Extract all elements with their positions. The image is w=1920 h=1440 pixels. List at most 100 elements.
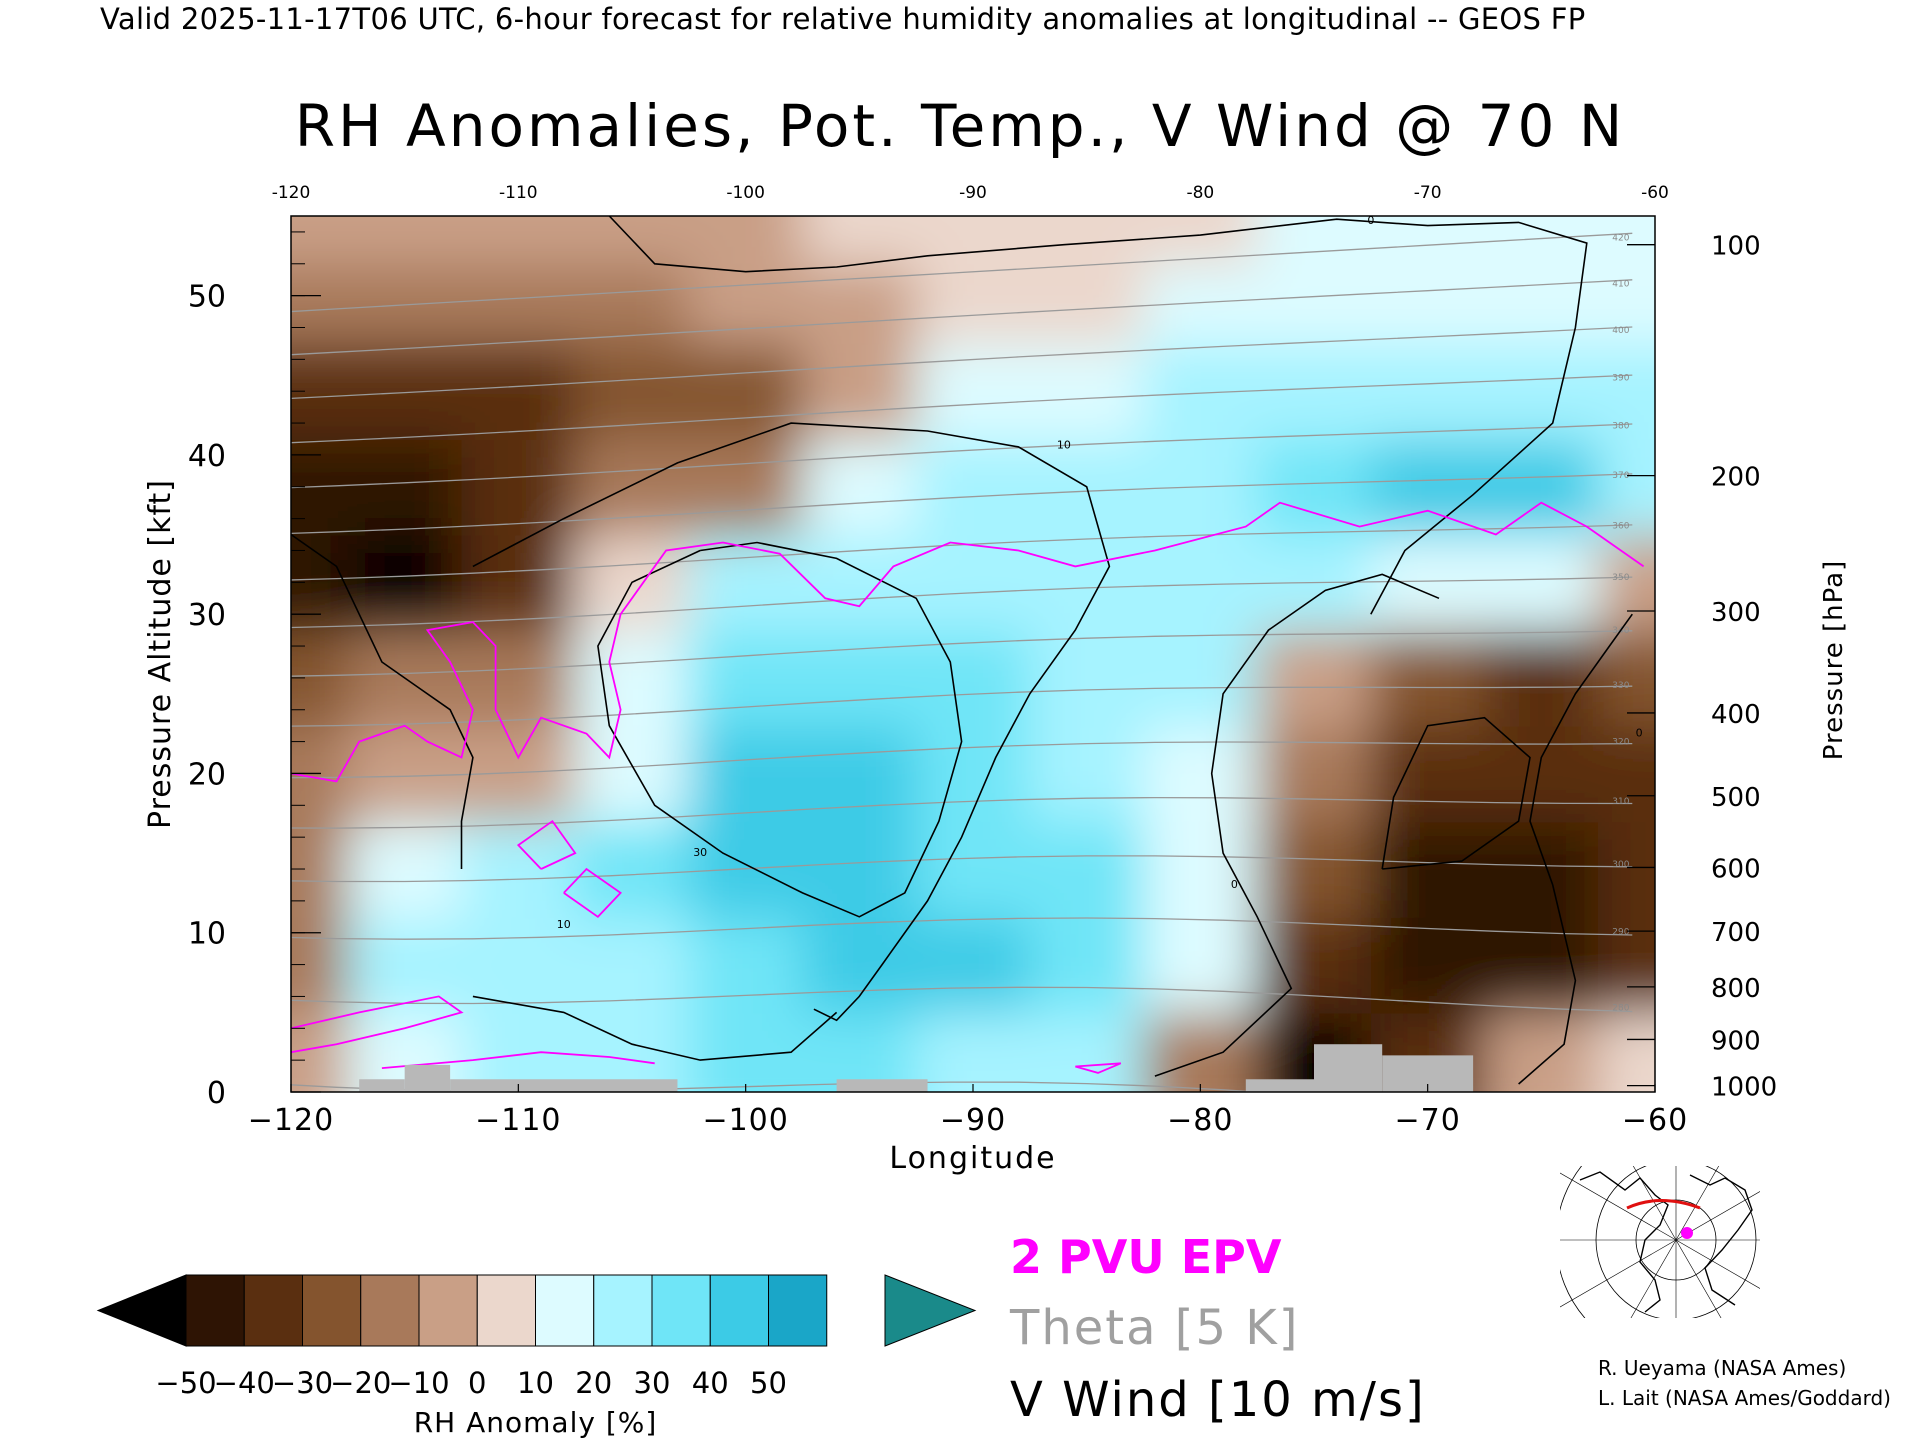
location-marker (1681, 1227, 1693, 1239)
rh-cell (916, 534, 1031, 632)
rh-cell (1029, 630, 1145, 727)
vwind-10-south-label: 10 (557, 918, 571, 931)
coastline (1579, 1171, 1669, 1313)
colorbar-tick-label: 10 (517, 1366, 554, 1400)
rh-cell (461, 1012, 577, 1092)
rh-cell (1598, 1012, 1655, 1092)
rh-cell (802, 1012, 918, 1092)
top-x-tick-label: -60 (1641, 183, 1669, 203)
rh-cell (1370, 916, 1486, 1014)
theta-line-370 (291, 473, 1633, 535)
theta-line-350 (291, 576, 1633, 629)
legend-epv: 2 PVU EPV (1010, 1230, 1282, 1284)
plot-area: 2802903003103203303403503603703803904004… (290, 215, 1656, 1093)
rh-cell (347, 263, 463, 345)
colorbar-tick-label: 20 (575, 1366, 612, 1400)
y-tick-label: 30 (188, 598, 226, 633)
rh-cell (1484, 1012, 1600, 1092)
theta-line-410 (291, 279, 1633, 356)
rh-cell (916, 630, 1031, 727)
meridian-line (1675, 1166, 1720, 1241)
polar-map-icon (1560, 1166, 1760, 1318)
rh-cell (1598, 916, 1655, 1014)
vwind-30-core-label: 30 (693, 846, 707, 859)
rh-cell (291, 821, 349, 918)
vwind-10-west (291, 533, 474, 869)
rh-cell (575, 630, 690, 727)
rh-cell (688, 821, 804, 918)
theta-line-330 (291, 685, 1633, 727)
rh-cell (1257, 630, 1372, 727)
theta-label-410: 410 (1612, 279, 1629, 289)
theta-line-280 (291, 986, 1633, 1013)
colorbar-segment (593, 1274, 653, 1347)
rh-cell (461, 821, 577, 918)
rh-cell (688, 630, 804, 727)
colorbar-tick-label: 0 (468, 1366, 486, 1400)
rh-cell (291, 343, 349, 440)
colorbar-segment (302, 1274, 362, 1347)
rh-anomaly-field (291, 216, 1655, 1092)
theta-label-420: 420 (1612, 234, 1629, 244)
terrain-block-3 (836, 1079, 928, 1092)
epv-blob-3 (1075, 1062, 1122, 1074)
colorbar-over-arrow (884, 1274, 977, 1347)
epv-low-contour (291, 995, 464, 1054)
colorbar-tick-label: −30 (272, 1366, 333, 1400)
valid-time-line: Valid 2025-11-17T06 UTC, 6-hour forecast… (100, 2, 1586, 36)
colorbar-tick-label: 40 (692, 1366, 729, 1400)
top-x-tick-label: -90 (959, 183, 987, 203)
theta-label-290: 290 (1612, 928, 1629, 938)
rh-cell (916, 216, 1031, 265)
rh-cell (461, 630, 577, 727)
colorbar-tick-label: −10 (388, 1366, 449, 1400)
pressure-tick-label: 500 (1711, 783, 1761, 813)
rh-cell (461, 263, 577, 345)
rh-cell (461, 343, 577, 440)
theta-contours: 2802903003103203303403503603703803904004… (291, 232, 1633, 1092)
theta-label-380: 380 (1612, 422, 1629, 432)
rh-cell (1143, 916, 1259, 1014)
theta-line-360 (291, 524, 1633, 581)
vwind-0-east (1154, 573, 1440, 1077)
y-tick-label: 10 (188, 917, 226, 952)
credit-line-1: R. Ueyama (NASA Ames) (1598, 1356, 1847, 1380)
rh-cell (1143, 630, 1259, 727)
pressure-tick-label: 900 (1711, 1026, 1761, 1056)
axes-labels: -120 −120 -110 −110 -100 −100 -90 −90 -80 −80 -70 −… (143, 183, 1849, 1176)
vwind-10-south (472, 995, 838, 1061)
rh-cell (1484, 821, 1600, 918)
theta-label-360: 360 (1612, 521, 1629, 531)
x-tick-label: −60 (1622, 1103, 1688, 1138)
rh-cell (688, 438, 804, 536)
colorbar-tick-label: −50 (155, 1366, 216, 1400)
legend-theta: Theta [5 K] (1010, 1300, 1300, 1356)
theta-label-320: 320 (1612, 738, 1629, 748)
axis-ticks (290, 231, 1656, 1093)
rh-cell (1257, 263, 1372, 345)
top-x-tick-label: -100 (726, 183, 765, 203)
rh-cell (1257, 725, 1372, 823)
rh-cell (916, 821, 1031, 918)
rh-cell (802, 916, 918, 1014)
meridian-line (1630, 1239, 1677, 1318)
x-tick-label: −80 (1167, 1103, 1233, 1138)
terrain-block-2 (450, 1079, 678, 1092)
rh-cell (347, 916, 463, 1014)
colorbar-segment (243, 1274, 303, 1347)
theta-label-400: 400 (1612, 326, 1629, 336)
epv-blob-2 (563, 867, 622, 918)
rh-cell (688, 725, 804, 823)
colorbar-segment (476, 1274, 536, 1347)
rh-cell (1143, 534, 1259, 632)
epv-main-contour (291, 501, 1645, 783)
rh-cell (1257, 916, 1372, 1014)
vwind-zero-top (608, 216, 1588, 615)
rh-cell (291, 630, 349, 727)
rh-cell (1257, 216, 1372, 265)
rh-cell (1370, 343, 1486, 440)
rh-cell (1257, 343, 1372, 440)
rh-cell (688, 216, 804, 265)
rh-cell (802, 630, 918, 727)
